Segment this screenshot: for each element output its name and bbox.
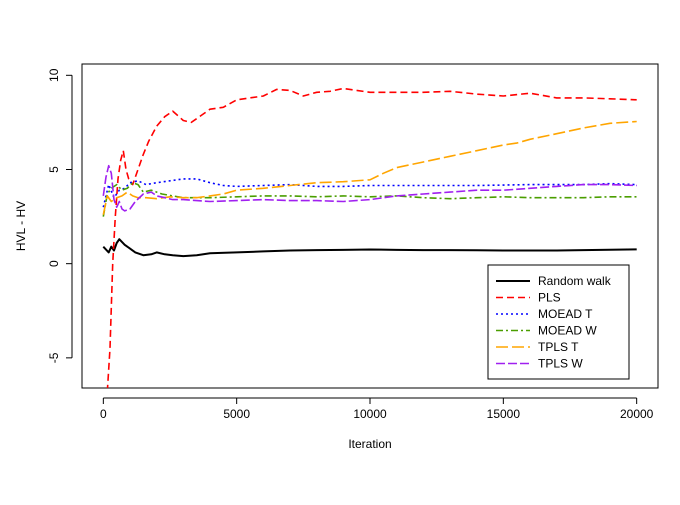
series-line-tpls-w <box>102 164 637 212</box>
series-line-moead-w <box>102 181 637 217</box>
legend-label-random-walk: Random walk <box>538 274 612 288</box>
x-tick-label: 10000 <box>353 407 387 421</box>
legend-label-pls: PLS <box>538 291 561 305</box>
x-axis: 0 5000 10000 15000 20000 <box>100 397 654 421</box>
y-axis: -5 0 5 10 <box>47 68 73 363</box>
series-line-moead-t <box>102 178 637 208</box>
y-tick-label: 5 <box>47 166 61 173</box>
x-tick-label: 15000 <box>487 407 521 421</box>
legend-label-moead-t: MOEAD T <box>538 307 593 321</box>
x-axis-title: Iteration <box>348 437 391 451</box>
series-line-tpls-t <box>102 120 637 215</box>
legend-label-moead-w: MOEAD W <box>538 324 597 338</box>
y-tick-label: -5 <box>47 352 61 363</box>
x-tick-label: 20000 <box>620 407 654 421</box>
legend-label-tpls-w: TPLS W <box>538 357 583 371</box>
legend: Random walk PLS MOEAD T MOEAD W TPLS T TPLS W <box>487 264 630 380</box>
y-tick-label: 0 <box>47 260 61 267</box>
x-tick-label: 5000 <box>223 407 250 421</box>
y-axis-title: HVL - HV <box>14 201 28 251</box>
x-tick-label: 0 <box>100 407 107 421</box>
series-line-pls <box>106 87 637 388</box>
legend-label-tpls-t: TPLS T <box>538 340 579 354</box>
plot-frame <box>81 63 659 389</box>
legend-box <box>487 264 630 380</box>
series-line-random-walk <box>102 238 637 258</box>
y-tick-label: 10 <box>47 68 61 82</box>
series-layer <box>102 87 637 388</box>
